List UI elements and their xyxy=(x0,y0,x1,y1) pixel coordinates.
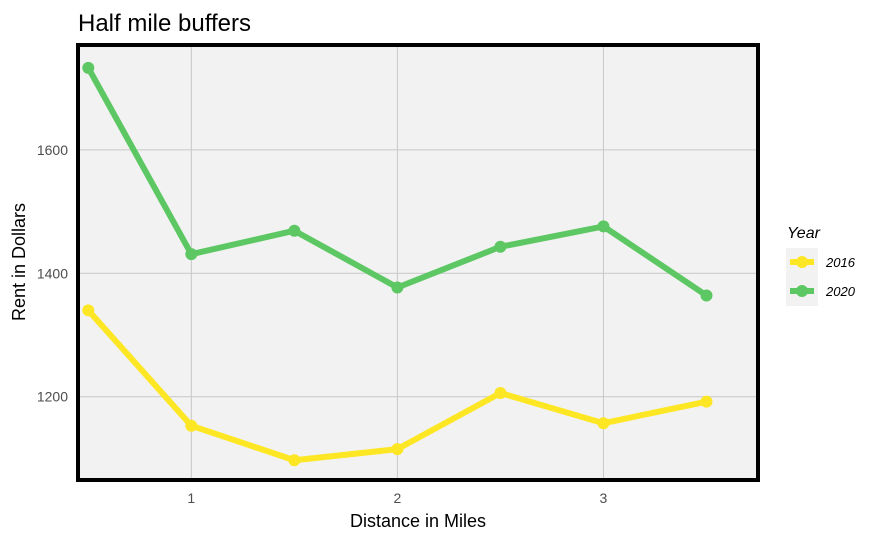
data-point-2016-6 xyxy=(700,395,713,408)
legend-label-2016: 2016 xyxy=(825,255,856,270)
data-point-2020-0 xyxy=(82,61,95,74)
data-point-2016-5 xyxy=(597,417,610,430)
data-point-2016-2 xyxy=(288,454,301,467)
chart-title: Half mile buffers xyxy=(78,10,251,37)
data-point-2020-3 xyxy=(391,281,404,294)
data-point-2020-1 xyxy=(185,248,198,261)
x-axis-ticks: 1 2 3 xyxy=(187,490,607,506)
x-tick-label-1: 1 xyxy=(187,490,195,506)
x-tick-label-3: 3 xyxy=(600,490,608,506)
legend: Year 2016 2020 xyxy=(786,225,856,306)
legend-label-2020: 2020 xyxy=(825,284,856,299)
y-axis-title: Rent in Dollars xyxy=(9,203,29,321)
x-tick-label-2: 2 xyxy=(393,490,401,506)
data-point-2016-0 xyxy=(82,304,95,317)
data-point-2020-4 xyxy=(494,240,507,253)
legend-title: Year xyxy=(787,225,821,242)
y-tick-label-1400: 1400 xyxy=(37,265,68,281)
y-tick-label-1200: 1200 xyxy=(37,389,68,405)
y-axis-ticks: 1200 1400 1600 xyxy=(37,142,68,405)
data-point-2020-2 xyxy=(288,224,301,237)
data-point-2016-3 xyxy=(391,443,404,456)
plot-border xyxy=(76,43,760,482)
data-point-2016-1 xyxy=(185,419,198,432)
legend-key-point-2016 xyxy=(796,256,808,268)
gridlines xyxy=(78,45,758,480)
y-tick-label-1600: 1600 xyxy=(37,142,68,158)
series-layer xyxy=(82,61,713,467)
data-point-2020-5 xyxy=(597,220,610,233)
data-point-2020-6 xyxy=(700,289,713,302)
data-point-2016-4 xyxy=(494,387,507,399)
legend-key-point-2020 xyxy=(796,285,808,297)
x-axis-title: Distance in Miles xyxy=(350,511,486,531)
